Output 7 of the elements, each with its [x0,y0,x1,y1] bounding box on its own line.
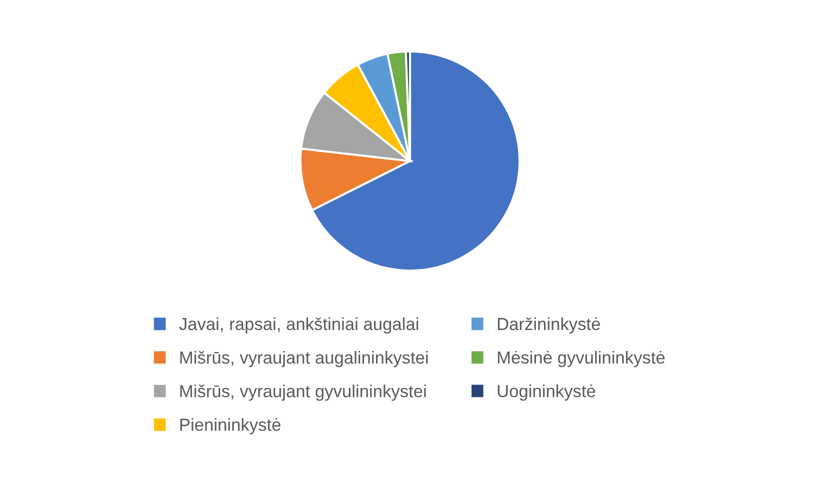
legend-label: Daržininkystė [498,317,600,334]
legend-label: Mišrūs, vyraujant gyvulininkystei [180,384,426,401]
legend-label: Uogininkystė [498,384,596,401]
legend-label: Mėsinė gyvulininkystė [498,350,665,368]
legend-label: Pienininkystė [180,418,280,434]
legend-label: Mišrūs, vyraujant augalininkystei [180,350,428,368]
legend-label: Javai, rapsai, ankštiniai augalai [179,317,418,334]
